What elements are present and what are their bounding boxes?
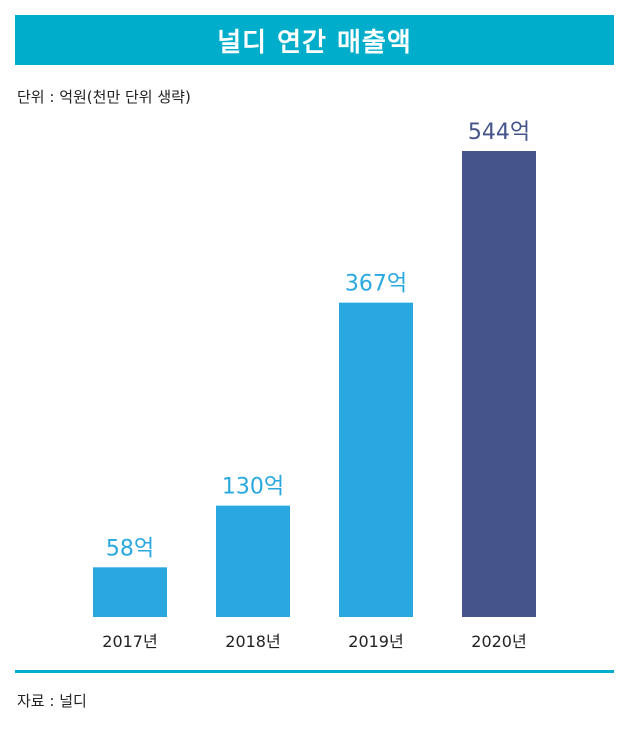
data-label: 130억 <box>222 475 284 500</box>
x-tick-label: 2019년 <box>348 632 403 651</box>
x-tick-label: 2017년 <box>102 632 157 651</box>
divider <box>15 670 614 673</box>
chart-title: 널디 연간 매출액 <box>15 15 614 65</box>
bar-2019 <box>339 302 413 617</box>
bar-2020 <box>462 151 536 617</box>
unit-note: 단위 : 억원(천만 단위 생략) <box>17 88 191 106</box>
source-note: 자료 : 널디 <box>17 692 87 710</box>
bar-2017 <box>93 567 167 617</box>
bar-2018 <box>216 505 290 617</box>
x-tick-label: 2020년 <box>471 632 526 651</box>
x-tick-label: 2018년 <box>225 632 280 651</box>
data-label: 544억 <box>468 120 530 145</box>
data-label: 367억 <box>345 272 407 297</box>
data-label: 58억 <box>106 536 154 561</box>
